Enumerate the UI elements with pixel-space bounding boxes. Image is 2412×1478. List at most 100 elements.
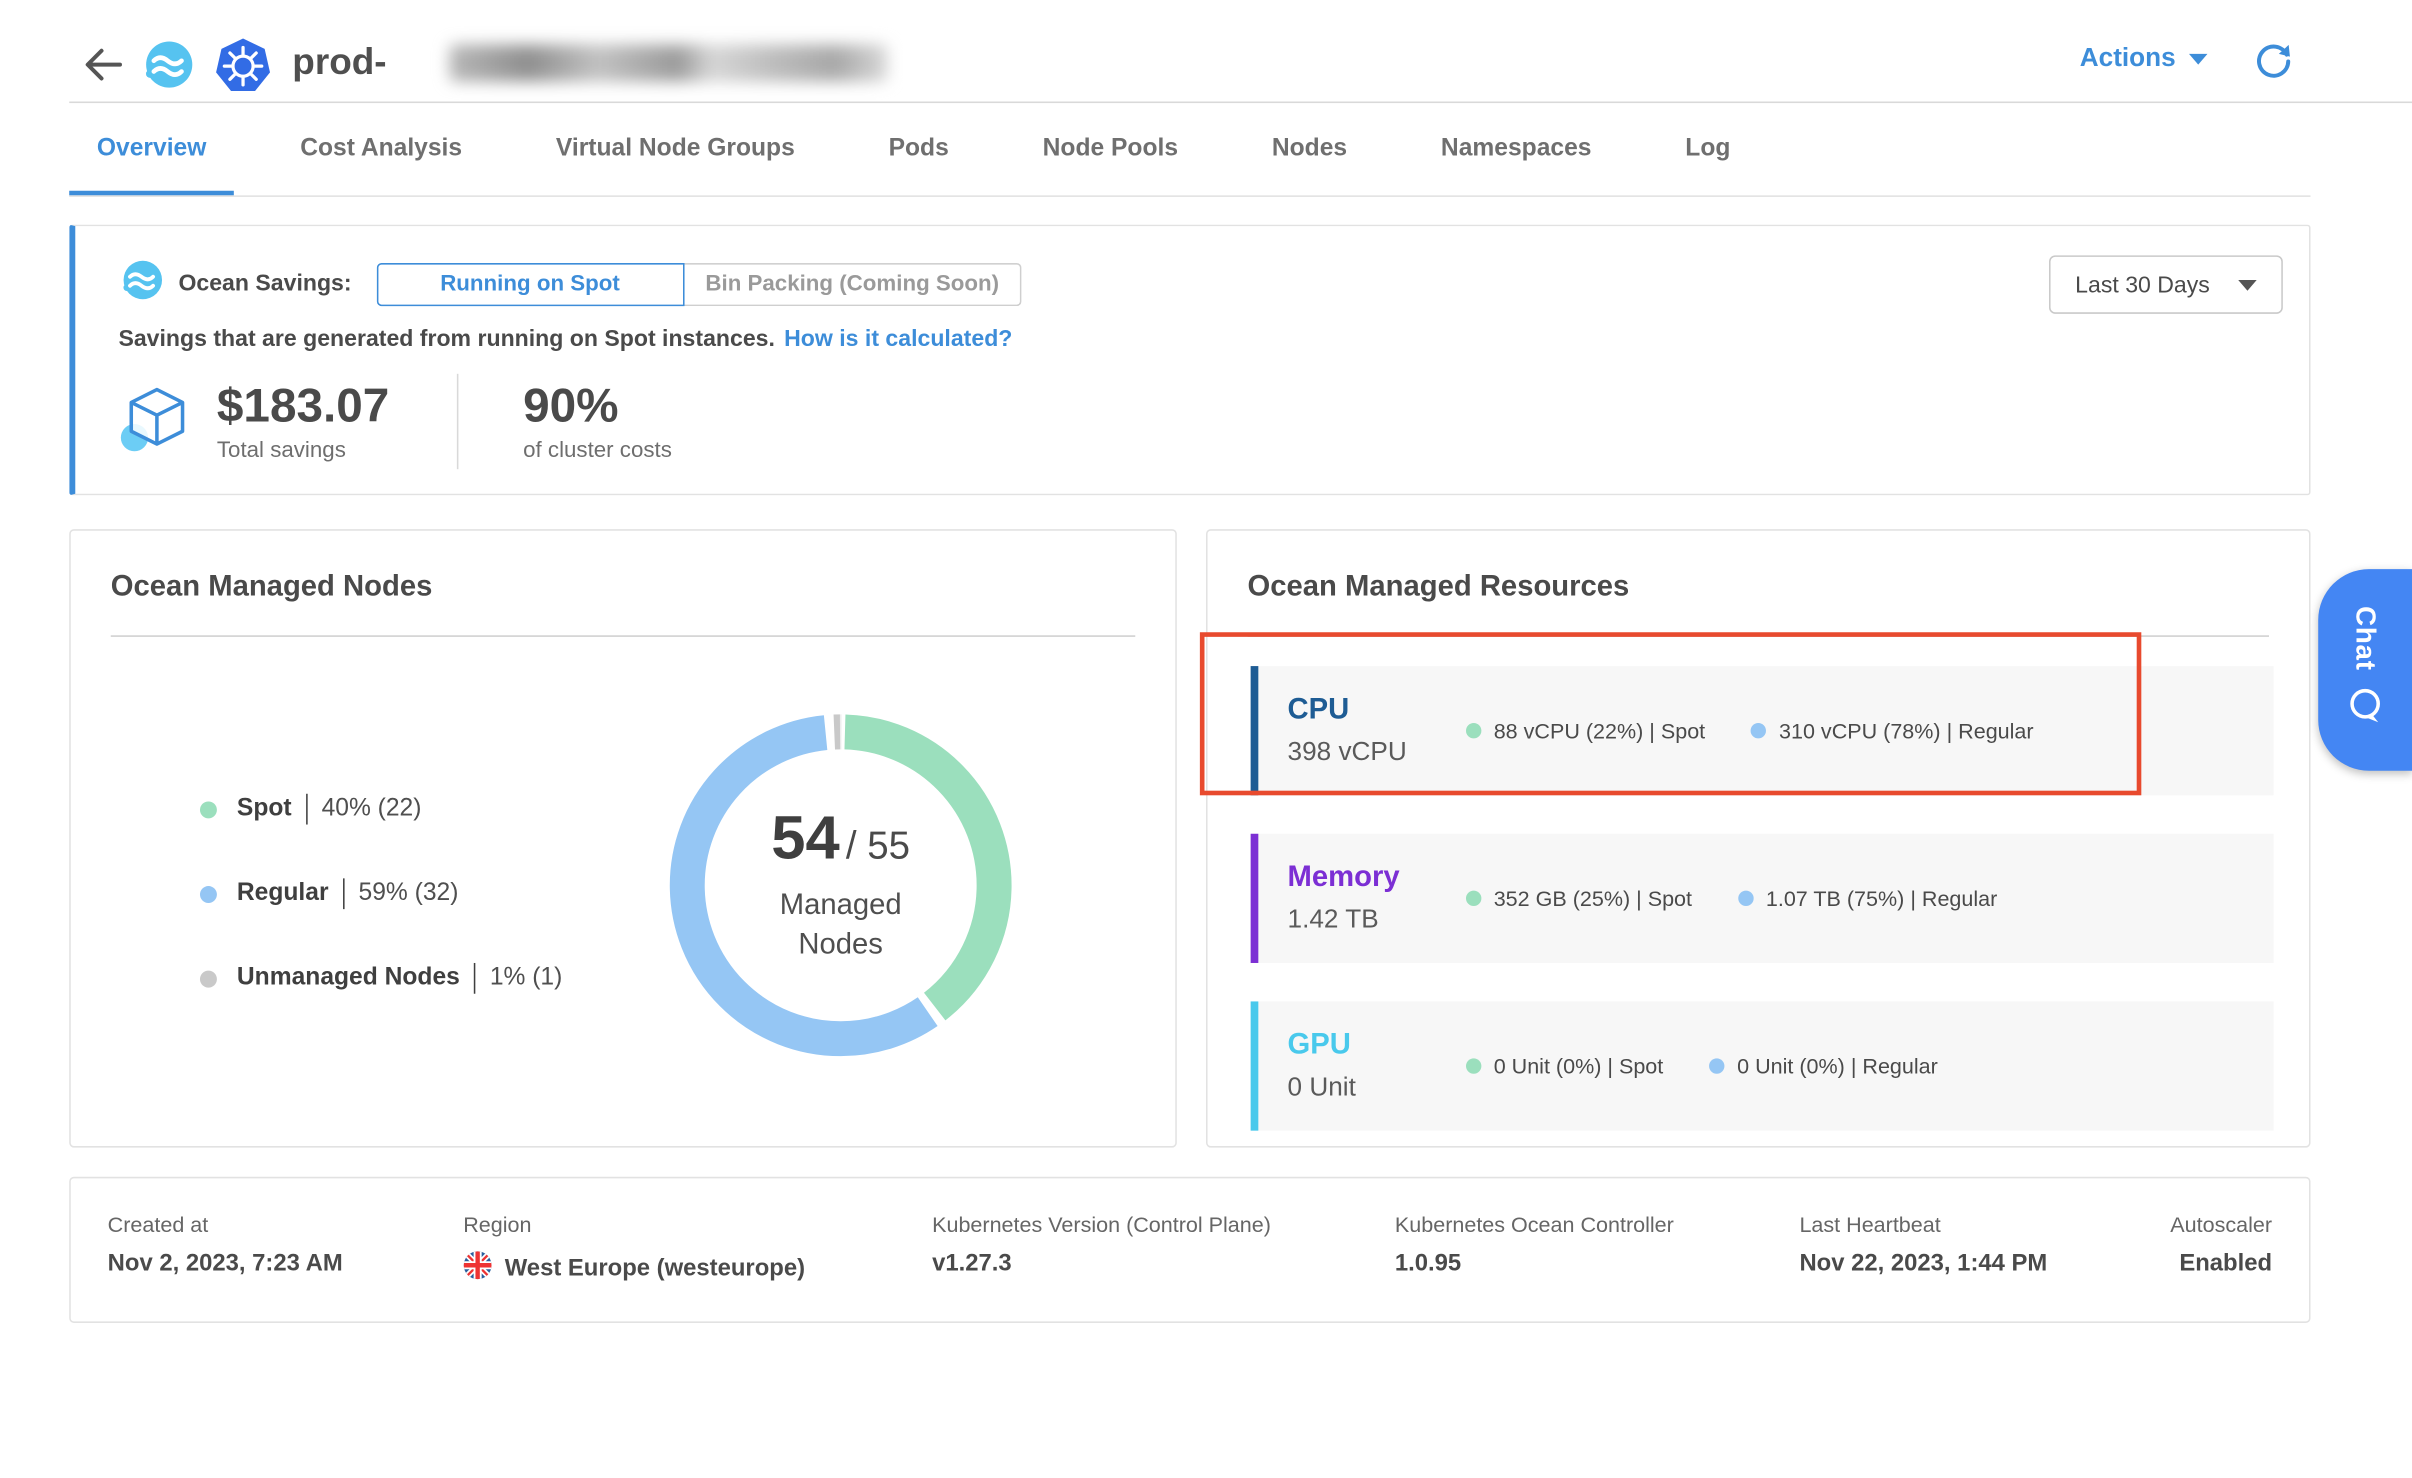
running-on-spot-toggle[interactable]: Running on Spot: [376, 262, 684, 305]
refresh-button[interactable]: [2252, 40, 2295, 83]
managed-nodes-title: Ocean Managed Nodes: [111, 571, 433, 605]
back-button[interactable]: [80, 42, 126, 88]
total-savings-metric: $183.07 Total savings: [217, 380, 389, 463]
memory-accent-bar: [1251, 834, 1259, 963]
tab-node-pools[interactable]: Node Pools: [1015, 103, 1206, 195]
how-calculated-link[interactable]: How is it calculated?: [784, 326, 1012, 352]
page-title: prod-: [292, 42, 386, 85]
resource-row-memory: Memory 1.42 TB 352 GB (25%) | Spot 1.07 …: [1251, 834, 2274, 963]
donut-center: 54 / 55 Managed Nodes: [658, 703, 1023, 1068]
cpu-spot-stat: 88 vCPU (22%) | Spot: [1466, 718, 1705, 743]
ocean-controller-value: 1.0.95: [1395, 1251, 1800, 1279]
tab-pods[interactable]: Pods: [861, 103, 977, 195]
created-at-column: Created at Nov 2, 2023, 7:23 AM: [108, 1212, 464, 1321]
gpu-regular-stat: 0 Unit (0%) | Regular: [1709, 1054, 1937, 1079]
total-savings-value: $183.07: [217, 380, 389, 432]
tab-virtual-node-groups[interactable]: Virtual Node Groups: [528, 103, 822, 195]
ocean-cluster-overview-page: prod- Actions Overview Cost Analysis Vir…: [0, 0, 2412, 1478]
refresh-icon: [2252, 40, 2295, 83]
unmanaged-dot-icon: [200, 970, 217, 987]
total-count: / 55: [846, 825, 910, 870]
cluster-cost-metric: 90% of cluster costs: [523, 380, 672, 463]
cpu-label: CPU: [1288, 694, 1466, 729]
region-column: Region West Europe (westeurope): [463, 1212, 932, 1321]
managed-nodes-donut: 54 / 55 Managed Nodes: [658, 703, 1023, 1068]
actions-button[interactable]: Actions: [2080, 43, 2208, 74]
regular-dot-icon: [1751, 723, 1766, 738]
cpu-total: 398 vCPU: [1288, 737, 1466, 768]
tab-bar-divider: [69, 195, 2310, 197]
ocean-managed-resources-card: Ocean Managed Resources CPU 398 vCPU 88 …: [1206, 529, 2310, 1147]
region-value: West Europe (westeurope): [505, 1255, 805, 1283]
savings-description: Savings that are generated from running …: [118, 326, 1012, 352]
spot-dot-icon: [1466, 723, 1481, 738]
cluster-cost-percent: 90%: [523, 380, 672, 432]
card-divider: [1248, 635, 2269, 637]
regular-dot-icon: [1709, 1058, 1724, 1073]
legend-item-spot: Spot 40% (22): [200, 792, 562, 826]
donut-legend: Spot 40% (22) Regular 59% (32) Unmanaged…: [200, 792, 562, 1046]
ocean-controller-column: Kubernetes Ocean Controller 1.0.95: [1395, 1212, 1800, 1321]
managed-count: 54: [771, 805, 839, 874]
chevron-down-icon: [2238, 279, 2256, 290]
chat-button[interactable]: Chat: [2318, 569, 2412, 771]
k8s-version-column: Kubernetes Version (Control Plane) v1.27…: [932, 1212, 1395, 1321]
ocean-managed-nodes-card: Ocean Managed Nodes Spot 40% (22) Regula…: [69, 529, 1177, 1147]
memory-spot-stat: 352 GB (25%) | Spot: [1466, 886, 1692, 911]
kubernetes-icon: [214, 37, 272, 103]
spot-dot-icon: [200, 801, 217, 818]
legend-separator: [474, 963, 476, 994]
uk-flag-icon: [463, 1251, 492, 1288]
legend-item-unmanaged: Unmanaged Nodes 1% (1): [200, 961, 562, 995]
ocean-savings-label: Ocean Savings:: [178, 271, 351, 297]
chevron-down-icon: [2190, 53, 2208, 64]
header: prod- Actions: [0, 0, 2412, 102]
cpu-accent-bar: [1251, 666, 1259, 795]
memory-label: Memory: [1288, 862, 1466, 897]
tab-nodes[interactable]: Nodes: [1244, 103, 1375, 195]
memory-total: 1.42 TB: [1288, 904, 1466, 935]
ocean-savings-panel: Ocean Savings: Running on Spot Bin Packi…: [69, 225, 2310, 496]
k8s-version-value: v1.27.3: [932, 1251, 1395, 1279]
gpu-spot-stat: 0 Unit (0%) | Spot: [1466, 1054, 1663, 1079]
last-heartbeat-column: Last Heartbeat Nov 22, 2023, 1:44 PM: [1799, 1212, 2170, 1321]
tab-overview[interactable]: Overview: [69, 103, 234, 195]
legend-item-regular: Regular 59% (32): [200, 877, 562, 911]
savings-cube-icon: [118, 379, 195, 464]
cpu-regular-stat: 310 vCPU (78%) | Regular: [1751, 718, 2033, 743]
resource-row-gpu: GPU 0 Unit 0 Unit (0%) | Spot 0 Unit (0%…: [1251, 1001, 2274, 1130]
tab-cost-analysis[interactable]: Cost Analysis: [273, 103, 490, 195]
autoscaler-column: Autoscaler Enabled: [2170, 1212, 2272, 1321]
back-arrow-icon: [80, 42, 126, 88]
ocean-product-icon: [140, 37, 195, 100]
regular-dot-icon: [1738, 891, 1753, 906]
cluster-name-redacted: [449, 45, 887, 82]
last-heartbeat-value: Nov 22, 2023, 1:44 PM: [1799, 1251, 2170, 1279]
chat-bubble-icon: [2345, 685, 2385, 734]
created-at-value: Nov 2, 2023, 7:23 AM: [108, 1251, 464, 1279]
spot-dot-icon: [1466, 1058, 1481, 1073]
card-divider: [111, 635, 1136, 637]
bin-packing-toggle[interactable]: Bin Packing (Coming Soon): [684, 262, 1022, 305]
cluster-cost-label: of cluster costs: [523, 438, 672, 463]
legend-separator: [305, 794, 307, 825]
tab-bar: Overview Cost Analysis Virtual Node Grou…: [69, 103, 1758, 195]
gpu-total: 0 Unit: [1288, 1072, 1466, 1103]
gpu-label: GPU: [1288, 1029, 1466, 1064]
total-savings-label: Total savings: [217, 438, 389, 463]
regular-dot-icon: [200, 885, 217, 902]
tab-log[interactable]: Log: [1658, 103, 1758, 195]
donut-center-label: Managed Nodes: [748, 887, 933, 966]
resource-row-cpu: CPU 398 vCPU 88 vCPU (22%) | Spot 310 vC…: [1251, 666, 2274, 795]
legend-separator: [342, 878, 344, 909]
gpu-accent-bar: [1251, 1001, 1259, 1130]
period-select[interactable]: Last 30 Days: [2049, 255, 2283, 313]
metric-divider: [457, 374, 459, 469]
spot-dot-icon: [1466, 891, 1481, 906]
managed-resources-title: Ocean Managed Resources: [1248, 571, 1630, 605]
ocean-savings-icon: [118, 257, 164, 311]
memory-regular-stat: 1.07 TB (75%) | Regular: [1738, 886, 1997, 911]
tab-namespaces[interactable]: Namespaces: [1413, 103, 1619, 195]
autoscaler-status-badge: Enabled: [2179, 1251, 2272, 1279]
cluster-info-bar: Created at Nov 2, 2023, 7:23 AM Region: [69, 1177, 2310, 1323]
